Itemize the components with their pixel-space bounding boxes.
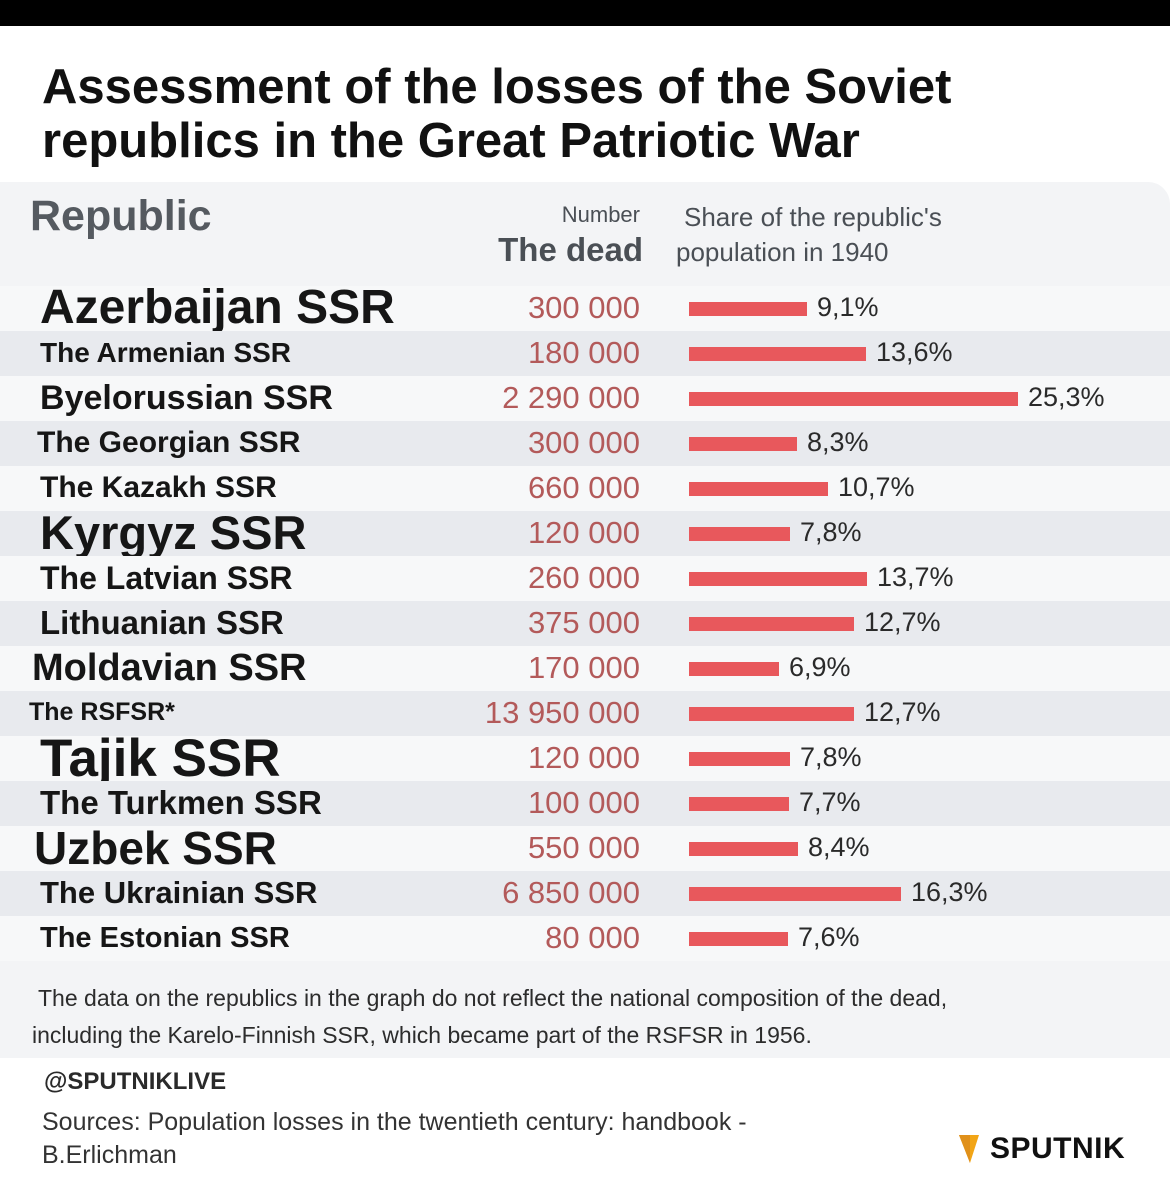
republic-name: The Georgian SSR <box>37 426 300 460</box>
share-label: 12,7% <box>864 607 941 638</box>
dead-count: 2 290 000 <box>470 380 640 416</box>
dead-count: 260 000 <box>470 560 640 596</box>
share-bar <box>689 392 1018 406</box>
chart-title: Assessment of the losses of the Soviet r… <box>42 60 1042 168</box>
share-label: 13,7% <box>877 562 954 593</box>
share-label: 7,6% <box>798 922 860 953</box>
dead-count: 180 000 <box>470 335 640 371</box>
republic-name: The Armenian SSR <box>40 337 291 369</box>
share-bar <box>689 707 854 721</box>
republic-name: The Latvian SSR <box>40 560 293 597</box>
table-row: The Ukrainian SSR 6 850 000 16,3% <box>0 871 1170 916</box>
footnote-line2: including the Karelo-Finnish SSR, which … <box>32 1017 1112 1054</box>
republic-name: Uzbek SSR <box>34 821 277 875</box>
dead-count: 100 000 <box>470 785 640 821</box>
dead-count: 660 000 <box>470 470 640 506</box>
share-label: 25,3% <box>1028 382 1105 413</box>
share-bar <box>689 527 790 541</box>
sputnik-logo: SPUTNIK <box>958 1132 1125 1166</box>
share-label: 12,7% <box>864 697 941 728</box>
share-bar <box>689 572 867 586</box>
footnote-line1: The data on the republics in the graph d… <box>32 980 1112 1017</box>
share-label: 7,8% <box>800 742 862 773</box>
table-row: Lithuanian SSR 375 000 12,7% <box>0 601 1170 646</box>
share-label: 8,4% <box>808 832 870 863</box>
republic-name: Moldavian SSR <box>32 647 307 690</box>
top-status-bar <box>0 0 1170 26</box>
dead-count: 120 000 <box>470 515 640 551</box>
table-row: The Latvian SSR 260 000 13,7% <box>0 556 1170 601</box>
table-row: Uzbek SSR 550 000 8,4% <box>0 826 1170 871</box>
share-label: 6,9% <box>789 652 851 683</box>
header-share-line2: population in 1940 <box>676 235 942 270</box>
share-bar <box>689 347 866 361</box>
footnote: The data on the republics in the graph d… <box>32 980 1112 1054</box>
sputnik-shield-icon <box>958 1133 980 1165</box>
republic-name: Azerbaijan SSR <box>40 280 395 335</box>
social-handle: @SPUTNIKLIVE <box>44 1068 226 1096</box>
republic-name: Tajik SSR <box>40 728 281 789</box>
republic-name: The Estonian SSR <box>40 922 290 955</box>
sources-line2: B.Erlichman <box>42 1139 862 1172</box>
share-bar <box>689 617 854 631</box>
table-row: The Georgian SSR 300 000 8,3% <box>0 421 1170 466</box>
header-share-line1: Share of the republic's <box>676 200 942 235</box>
dead-count: 80 000 <box>470 920 640 956</box>
republic-name: The Ukrainian SSR <box>40 875 317 911</box>
share-bar <box>689 662 779 676</box>
share-label: 7,8% <box>800 517 862 548</box>
dead-count: 300 000 <box>470 290 640 326</box>
header-share: Share of the republic's population in 19… <box>676 200 942 270</box>
share-bar <box>689 887 901 901</box>
header-number: Number <box>470 202 640 228</box>
table-row: The Estonian SSR 80 000 7,6% <box>0 916 1170 961</box>
republic-name: The Turkmen SSR <box>40 784 322 822</box>
share-bar <box>689 797 789 811</box>
share-label: 13,6% <box>876 337 953 368</box>
dead-count: 170 000 <box>470 650 640 686</box>
dead-count: 120 000 <box>470 740 640 776</box>
dead-count: 13 950 000 <box>470 695 640 731</box>
table-row: Tajik SSR 120 000 7,8% <box>0 736 1170 781</box>
republic-name: The Kazakh SSR <box>40 471 277 505</box>
republic-name: The RSFSR* <box>29 698 175 727</box>
table-row: The Armenian SSR 180 000 13,6% <box>0 331 1170 376</box>
share-label: 16,3% <box>911 877 988 908</box>
share-bar <box>689 302 807 316</box>
share-bar <box>689 752 790 766</box>
share-bar <box>689 932 788 946</box>
republic-name: Byelorussian SSR <box>40 379 333 418</box>
header-the-dead: The dead <box>440 231 643 269</box>
share-label: 9,1% <box>817 292 879 323</box>
dead-count: 550 000 <box>470 830 640 866</box>
dead-count: 300 000 <box>470 425 640 461</box>
share-bar <box>689 842 798 856</box>
dead-count: 6 850 000 <box>470 875 640 911</box>
table-row: Kyrgyz SSR 120 000 7,8% <box>0 511 1170 556</box>
share-label: 10,7% <box>838 472 915 503</box>
share-label: 8,3% <box>807 427 869 458</box>
sources: Sources: Population losses in the twenti… <box>42 1106 862 1172</box>
table-row: The Turkmen SSR 100 000 7,7% <box>0 781 1170 826</box>
republic-name: Lithuanian SSR <box>40 604 284 642</box>
share-bar <box>689 437 797 451</box>
table-row: Moldavian SSR 170 000 6,9% <box>0 646 1170 691</box>
table-row: Azerbaijan SSR 300 000 9,1% <box>0 286 1170 331</box>
header-republic: Republic <box>30 192 212 241</box>
republic-name: Kyrgyz SSR <box>40 505 306 560</box>
share-bar <box>689 482 828 496</box>
share-label: 7,7% <box>799 787 861 818</box>
table-row: Byelorussian SSR 2 290 000 25,3% <box>0 376 1170 421</box>
logo-text: SPUTNIK <box>990 1132 1125 1166</box>
sources-line1: Sources: Population losses in the twenti… <box>42 1106 862 1139</box>
dead-count: 375 000 <box>470 605 640 641</box>
